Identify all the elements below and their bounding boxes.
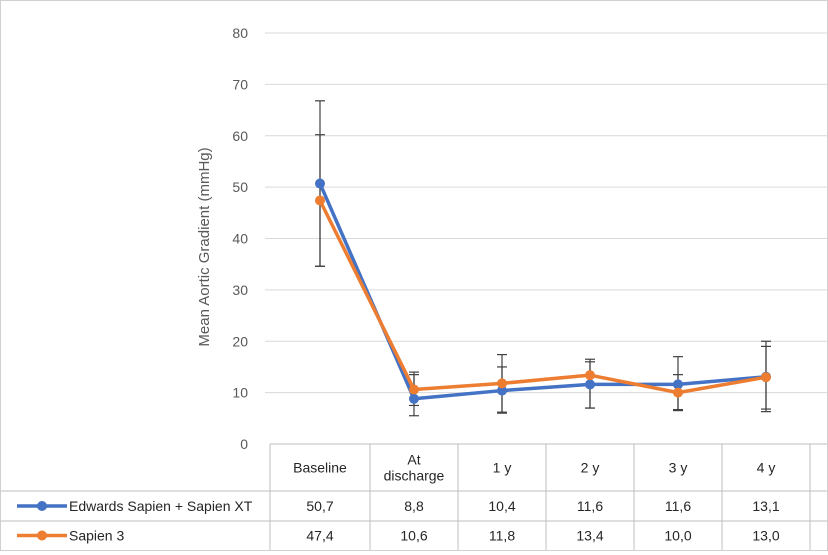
y-tick-label: 20 [232,333,248,349]
y-tick-label: 50 [232,179,248,195]
y-axis-label: Mean Aortic Gradient (mmHg) [196,147,213,346]
category-label: 2 y [581,460,600,476]
data-point [585,379,595,390]
data-point [409,393,419,404]
y-tick-label: 80 [232,25,248,41]
y-tick-label: 40 [232,231,248,247]
data-point [409,384,419,395]
series-line-2 [318,199,767,395]
data-point [497,378,507,389]
category-label: At [407,452,420,468]
category-label: 4 y [757,460,776,476]
table-value: 10,4 [488,498,515,514]
error-bars [315,100,771,417]
table-value: 8,8 [404,498,424,514]
y-tick-label: 0 [240,436,248,452]
y-tick-label: 70 [232,76,248,92]
data-point [315,178,325,189]
table-value: 13,1 [752,498,779,514]
y-axis-ticks: 0 10 20 30 40 50 60 70 80 [232,25,248,452]
table-value: 11,8 [489,528,515,544]
category-label: Baseline [293,460,347,476]
data-point [585,370,595,381]
series-line-1 [318,182,767,401]
data-points [315,178,771,404]
table-value: 10,0 [664,528,691,544]
gridlines [265,32,827,394]
data-point [673,387,683,398]
table-value: 13,4 [576,528,603,544]
data-point [315,195,325,206]
table-value: 50,7 [306,498,333,514]
data-point [497,385,507,396]
data-point [761,372,771,383]
table-value: 47,4 [306,528,333,544]
category-label: discharge [384,468,445,484]
series-lines [318,182,767,401]
y-tick-label: 60 [232,128,248,144]
legend-label: Sapien 3 [69,528,124,544]
table-value: 13,0 [752,528,779,544]
legend-label: Edwards Sapien + Sapien XT [69,498,253,514]
y-tick-label: 30 [232,282,248,298]
category-label: 1 y [493,460,512,476]
legend-key-marker [37,530,47,541]
table-value: 10,6 [400,528,427,544]
table-value: 11,6 [665,498,691,514]
table-value: 11,6 [577,498,603,514]
category-label: 3 y [669,460,688,476]
y-tick-label: 10 [232,385,248,401]
legend-key-marker [37,501,47,511]
data-point [673,379,683,390]
